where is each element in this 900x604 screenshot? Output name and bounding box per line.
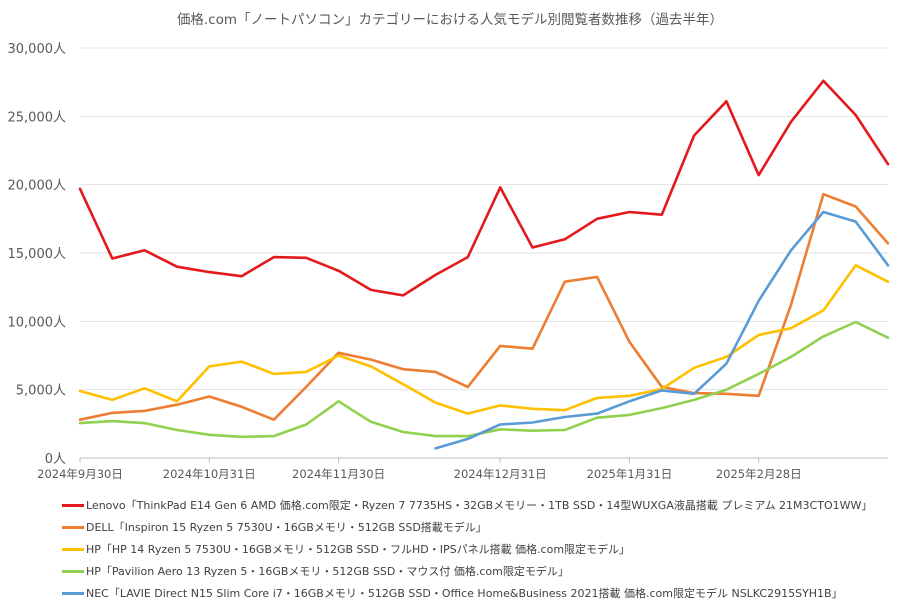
series-line-3: [78, 320, 890, 439]
series-line-2: [78, 264, 890, 415]
legend-label: Lenovo「ThinkPad E14 Gen 6 AMD 価格.com限定・R…: [86, 499, 873, 512]
y-tick-label: 15,000人: [8, 247, 67, 262]
legend-label: DELL「Inspiron 15 Ryzen 5 7530U・16GBメモリ・5…: [86, 521, 487, 534]
x-tick-label: 2025年1月31日: [587, 467, 673, 481]
legend-item: DELL「Inspiron 15 Ryzen 5 7530U・16GBメモリ・5…: [62, 516, 872, 538]
legend-label: NEC「LAVIE Direct N15 Slim Core i7・16GBメモ…: [86, 587, 843, 600]
legend-swatch: [62, 503, 84, 507]
legend-item: HP「HP 14 Ryzen 5 7530U・16GBメモリ・512GB SSD…: [62, 538, 872, 560]
legend-item: HP「Pavilion Aero 13 Ryzen 5・16GBメモリ・512G…: [62, 560, 872, 582]
x-tick-label: 2024年9月30日: [37, 467, 123, 481]
y-tick-label: 20,000人: [8, 179, 67, 194]
x-tick-label: 2025年2月28日: [716, 467, 802, 481]
x-axis: 2024年9月30日 2024年10月31日 2024年11月30日 2024年12月…: [37, 458, 802, 481]
y-tick-label: 25,000人: [8, 110, 67, 125]
legend-swatch: [62, 591, 84, 595]
legend: Lenovo「ThinkPad E14 Gen 6 AMD 価格.com限定・R…: [62, 494, 872, 604]
x-tick-label: 2024年11月30日: [292, 467, 385, 481]
y-tick-label: 5,000人: [16, 384, 66, 399]
legend-item: NEC「LAVIE Direct N15 Slim Core i7・16GBメモ…: [62, 582, 872, 604]
legend-label: HP「Pavilion Aero 13 Ryzen 5・16GBメモリ・512G…: [86, 565, 569, 578]
legend-label: HP「HP 14 Ryzen 5 7530U・16GBメモリ・512GB SSD…: [86, 543, 631, 556]
legend-swatch: [62, 569, 84, 573]
y-axis: 0人 5,000人 10,000人 15,000人 20,000人 25,000人 30,0…: [8, 42, 67, 467]
series-line-4: [434, 210, 890, 450]
y-tick-label: 10,000人: [8, 315, 67, 330]
y-tick-label: 0人: [45, 452, 66, 467]
gridlines: [80, 47, 888, 459]
series-line-1: [78, 192, 890, 421]
x-tick-label: 2024年10月31日: [163, 467, 256, 481]
series-lines: [78, 79, 890, 450]
chart-title: 価格.com「ノートパソコン」カテゴリーにおける人気モデル別閲覧者数推移（過去半…: [176, 12, 724, 28]
legend-item: Lenovo「ThinkPad E14 Gen 6 AMD 価格.com限定・R…: [62, 494, 872, 516]
series-line-0: [78, 79, 890, 297]
y-tick-label: 30,000人: [8, 42, 67, 57]
legend-swatch: [62, 525, 84, 529]
x-tick-label: 2024年12月31日: [454, 467, 547, 481]
legend-swatch: [62, 547, 84, 551]
